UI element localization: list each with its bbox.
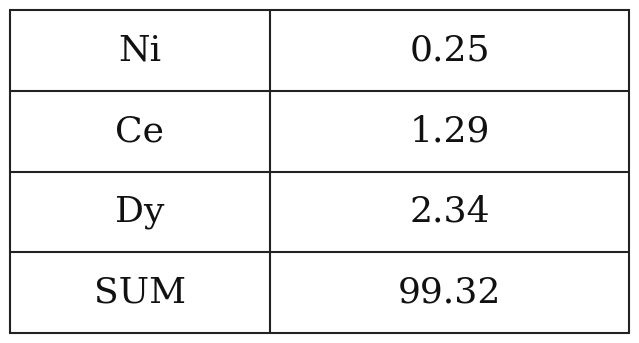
Text: 2.34: 2.34 <box>409 195 490 229</box>
Text: Ce: Ce <box>116 114 164 148</box>
Text: Dy: Dy <box>115 195 165 229</box>
Text: SUM: SUM <box>94 276 186 310</box>
Text: 1.29: 1.29 <box>410 114 489 148</box>
Text: 99.32: 99.32 <box>398 276 501 310</box>
Text: 0.25: 0.25 <box>409 33 490 67</box>
Text: Ni: Ni <box>118 33 162 67</box>
